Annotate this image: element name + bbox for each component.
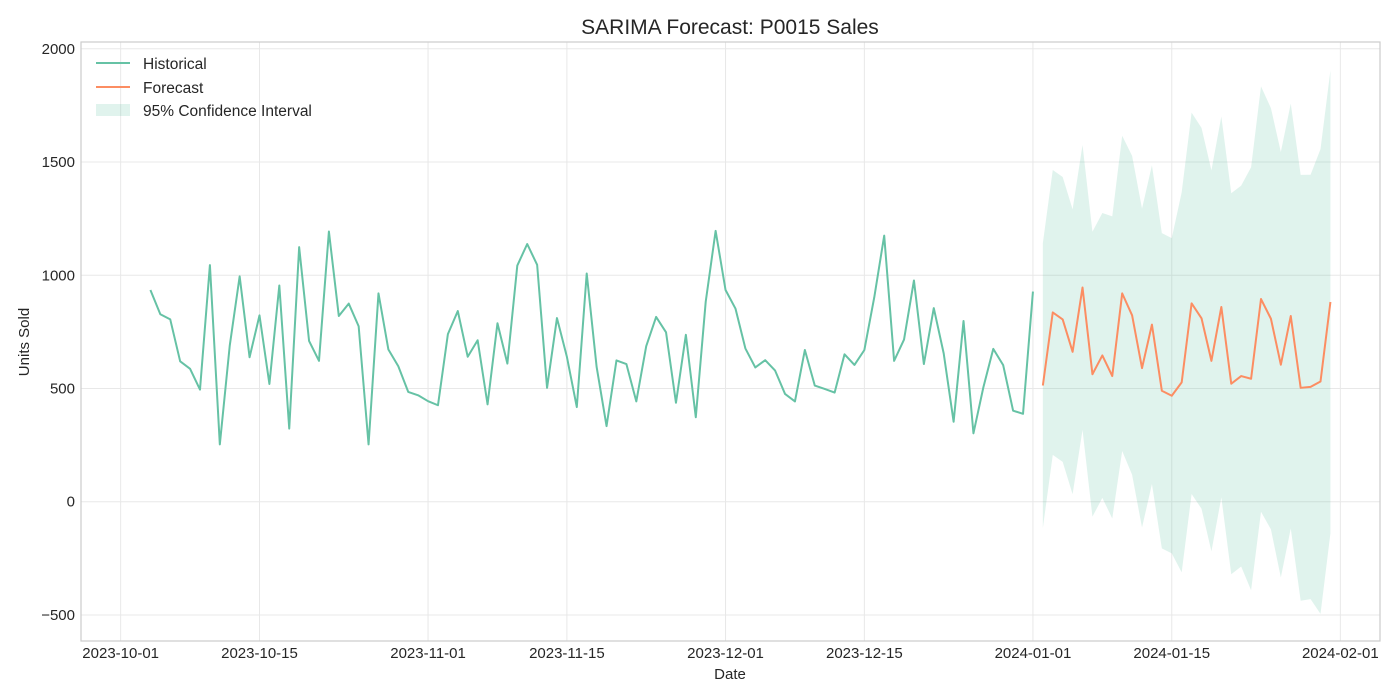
y-axis-label: Units Sold (16, 308, 33, 376)
x-tick-label: 2023-12-01 (687, 645, 764, 662)
x-tick-label: 2024-01-01 (995, 645, 1072, 662)
legend-confidence-label: 95% Confidence Interval (143, 103, 312, 120)
x-tick-label: 2023-12-15 (826, 645, 903, 662)
y-tick-label: 2000 (42, 41, 75, 58)
y-tick-label: 0 (67, 494, 75, 511)
legend-forecast-label: Forecast (143, 80, 204, 97)
y-tick-label: 500 (50, 380, 75, 397)
legend-confidence-swatch (96, 104, 130, 116)
x-tick-label: 2023-11-15 (529, 645, 605, 662)
historical-series-line (149, 229, 1034, 446)
series-layer (149, 229, 1332, 446)
x-tick-label: 2023-10-15 (221, 645, 298, 662)
y-axis-ticks: 2000 1500 1000 500 0 −500 (41, 41, 75, 624)
x-tick-label: 2024-02-01 (1302, 645, 1379, 662)
x-tick-label: 2023-11-01 (390, 645, 466, 662)
y-tick-label: 1000 (42, 267, 75, 284)
y-tick-label: 1500 (42, 154, 75, 171)
chart-title: SARIMA Forecast: P0015 Sales (581, 16, 879, 39)
forecast-series-line (1041, 286, 1332, 397)
plot-frame (80, 41, 1381, 642)
legend-historical-label: Historical (143, 56, 207, 73)
x-tick-label: 2023-10-01 (82, 645, 159, 662)
x-axis-label: Date (714, 666, 746, 683)
x-axis-ticks: 2023-10-01 2023-10-15 2023-11-01 2023-11-15… (82, 645, 1378, 662)
y-tick-label: −500 (41, 607, 75, 624)
legend: Historical Forecast 95% Confidence Inter… (96, 56, 312, 120)
x-tick-label: 2024-01-15 (1133, 645, 1210, 662)
